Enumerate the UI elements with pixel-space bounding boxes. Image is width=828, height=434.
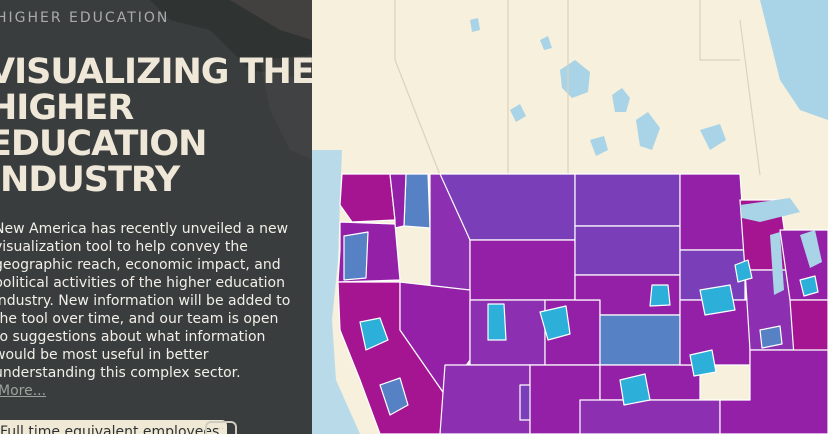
title-line-1: VISUALIZING THE [0, 52, 312, 92]
ellipsis-icon: ·· [217, 424, 225, 434]
pacific-ocean [312, 150, 360, 434]
hudson-bay [760, 0, 828, 120]
side-panel: HIGHER EDUCATION VISUALIZING THE HIGHER … [0, 0, 312, 434]
great-lakes [740, 198, 822, 295]
description-text: New America has recently unveiled a new … [0, 221, 291, 381]
more-link[interactable]: More... [0, 383, 47, 399]
province-borders [394, 0, 761, 176]
measure-options-button[interactable]: ·· [205, 421, 237, 434]
title-line-3: EDUCATION [0, 124, 207, 164]
measure-select-button[interactable]: Full time equivalent employees [0, 420, 228, 434]
section-eyebrow: HIGHER EDUCATION [0, 10, 170, 26]
description: New America has recently unveiled a new … [0, 220, 294, 400]
panel-map-texture [150, 0, 312, 160]
canada-lakes [470, 18, 726, 156]
title-line-4: INDUSTRY [0, 160, 180, 200]
title-line-2: HIGHER [0, 88, 134, 128]
page-title: VISUALIZING THE HIGHER EDUCATION INDUSTR… [0, 52, 312, 200]
